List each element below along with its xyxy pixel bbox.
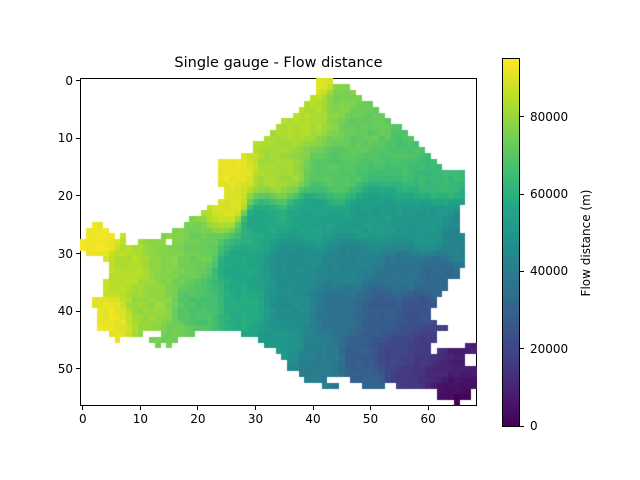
x-tick xyxy=(139,406,141,410)
y-tick-label: 10 xyxy=(57,131,73,146)
x-tick xyxy=(82,406,84,410)
x-tick-label: 30 xyxy=(247,412,264,426)
x-tick-label: 50 xyxy=(362,412,379,426)
x-tick-label: 10 xyxy=(132,412,149,426)
y-tick xyxy=(76,195,80,197)
colorbar-gradient xyxy=(503,59,519,426)
y-tick xyxy=(76,310,80,312)
x-tick xyxy=(197,406,199,410)
colorbar-tick-label: 80000 xyxy=(530,109,569,124)
colorbar-tick xyxy=(520,270,524,272)
colorbar-tick xyxy=(520,193,524,195)
y-tick-label: 30 xyxy=(57,246,73,261)
colorbar-tick-label: 40000 xyxy=(530,264,569,279)
colorbar-tick xyxy=(520,116,524,118)
x-tick-label: 40 xyxy=(305,412,321,426)
colorbar-tick-label: 60000 xyxy=(530,187,569,202)
x-tick xyxy=(427,406,429,410)
y-tick-label: 40 xyxy=(57,304,73,319)
heatmap-image xyxy=(80,78,477,406)
colorbar-tick-label: 20000 xyxy=(530,341,569,356)
y-tick xyxy=(76,253,80,254)
x-tick-label: 20 xyxy=(190,412,206,426)
x-tick xyxy=(312,406,314,410)
x-tick xyxy=(254,406,256,410)
chart-title: Single gauge - Flow distance xyxy=(174,55,383,71)
x-tick-label: 0 xyxy=(79,412,87,426)
y-tick-label: 20 xyxy=(57,188,73,203)
y-tick xyxy=(76,368,80,370)
y-tick xyxy=(76,137,80,139)
y-tick-label: 50 xyxy=(57,361,73,376)
colorbar-tick-label: 0 xyxy=(530,419,538,433)
colorbar-label: Flow distance (m) xyxy=(579,189,593,297)
colorbar-tick xyxy=(520,348,524,350)
y-tick-label: 0 xyxy=(65,73,73,88)
y-tick xyxy=(76,80,80,82)
colorbar-tick xyxy=(520,425,524,427)
x-tick xyxy=(370,406,372,410)
x-tick-label: 60 xyxy=(420,412,436,426)
colorbar-frame xyxy=(502,58,520,427)
